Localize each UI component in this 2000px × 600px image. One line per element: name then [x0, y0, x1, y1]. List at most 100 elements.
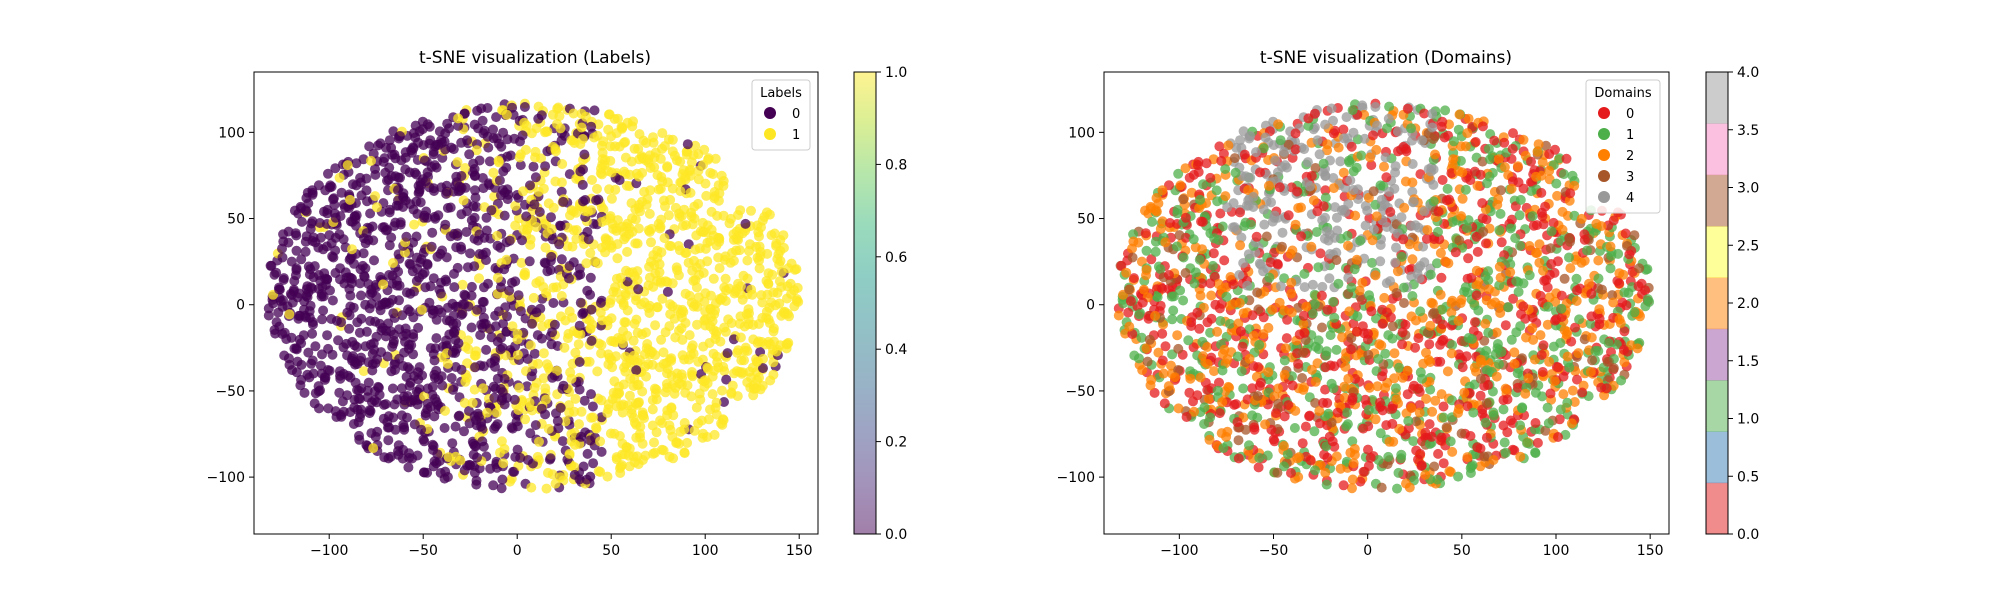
scatter-point [429, 369, 440, 380]
scatter-point [1251, 147, 1261, 158]
scatter-point [1500, 383, 1511, 394]
scatter-point [1381, 420, 1392, 431]
scatter-point [1127, 252, 1138, 263]
scatter-point [1477, 156, 1488, 167]
scatter-point [427, 227, 438, 238]
scatter-point [1397, 339, 1408, 350]
scatter-point [564, 407, 575, 418]
scatter-point [1340, 353, 1351, 364]
scatter-point [694, 243, 705, 254]
scatter-point [444, 329, 455, 340]
scatter-point [1481, 365, 1492, 376]
scatter-point [1298, 347, 1309, 358]
scatter-point [1518, 301, 1529, 312]
domains-chart: t-SNE visualization (Domains) −100 −50 0 50… [1057, 48, 1760, 559]
scatter-point [1384, 101, 1395, 112]
scatter-point [1505, 415, 1516, 426]
colorbar-tick-label: 0.0 [1737, 527, 1759, 543]
scatter-point [720, 273, 731, 284]
scatter-point [371, 291, 382, 302]
scatter-point [1562, 351, 1573, 362]
scatter-point [534, 436, 544, 447]
scatter-point [763, 268, 774, 279]
scatter-point [327, 295, 338, 306]
scatter-point [1247, 310, 1258, 321]
scatter-point [589, 256, 600, 267]
scatter-point [658, 358, 669, 369]
scatter-point [657, 293, 668, 304]
scatter-point [1446, 307, 1457, 318]
scatter-point [369, 344, 380, 355]
scatter-point [1546, 259, 1557, 269]
scatter-point [1454, 235, 1465, 246]
scatter-point [625, 373, 636, 384]
scatter-point [499, 264, 510, 275]
scatter-point [1186, 317, 1197, 328]
scatter-point [525, 428, 536, 439]
scatter-point [1289, 423, 1300, 433]
scatter-point [1273, 383, 1284, 394]
scatter-point [731, 245, 742, 256]
scatter-point [638, 135, 649, 146]
scatter-point [518, 224, 529, 235]
scatter-point [713, 362, 724, 373]
scatter-point [1562, 397, 1573, 408]
scatter-point [538, 373, 549, 384]
scatter-point [380, 167, 391, 178]
scatter-point [691, 402, 702, 413]
scatter-point [528, 161, 539, 172]
colorbar-segment [1706, 72, 1728, 124]
scatter-point [1320, 185, 1331, 196]
scatter-point [290, 228, 301, 239]
scatter-point [571, 233, 582, 244]
scatter-point [373, 381, 384, 392]
scatter-point [534, 207, 545, 217]
scatter-point [348, 351, 358, 362]
scatter-point [469, 119, 480, 130]
scatter-point [1406, 311, 1417, 322]
scatter-point [1166, 360, 1176, 371]
scatter-point [662, 368, 672, 379]
scatter-point [1208, 248, 1219, 259]
scatter-point [698, 376, 709, 387]
scatter-point [1472, 180, 1483, 191]
scatter-point [1390, 161, 1401, 172]
scatter-point [539, 257, 550, 268]
scatter-point [478, 128, 489, 139]
scatter-point [1137, 365, 1148, 376]
scatter-point [1544, 292, 1555, 303]
scatter-point [507, 423, 518, 434]
scatter-point [602, 315, 613, 326]
scatter-point [1305, 181, 1315, 192]
scatter-point [546, 212, 556, 223]
scatter-point [1406, 221, 1417, 231]
scatter-point [470, 192, 481, 203]
scatter-point [1260, 419, 1271, 430]
scatter-point [1238, 308, 1249, 319]
x-tick-label: 0 [513, 543, 522, 559]
scatter-point [1450, 247, 1461, 258]
scatter-point [714, 188, 725, 199]
scatter-point [1188, 342, 1199, 353]
scatter-point [514, 382, 525, 393]
scatter-point [485, 463, 496, 474]
scatter-point [471, 479, 482, 490]
colorbar-tick-label: 2.0 [1737, 296, 1759, 312]
scatter-point [1173, 168, 1184, 179]
scatter-point [1237, 341, 1248, 352]
scatter-point [683, 257, 694, 268]
scatter-point [1424, 339, 1435, 350]
scatter-point [294, 334, 305, 345]
scatter-point [1477, 121, 1488, 132]
scatter-point [1275, 281, 1286, 292]
scatter-point [603, 404, 614, 415]
scatter-point [1364, 382, 1375, 393]
scatter-point [1544, 165, 1555, 176]
scatter-point [1391, 394, 1402, 405]
scatter-point [1586, 288, 1597, 299]
scatter-point [589, 132, 600, 143]
scatter-point [1516, 309, 1526, 320]
scatter-point [394, 353, 405, 364]
scatter-point [302, 292, 313, 303]
scatter-point [380, 399, 391, 410]
